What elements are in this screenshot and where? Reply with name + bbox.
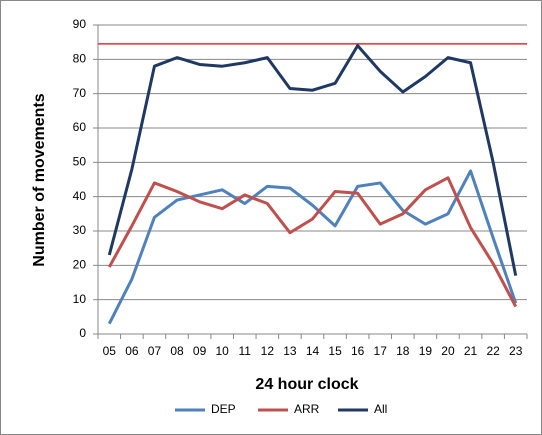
y-tick-label: 60 (73, 120, 87, 134)
series-line (107, 44, 518, 276)
x-tick-label: 19 (419, 344, 433, 358)
x-tick-label: 21 (464, 344, 478, 358)
x-tick-label: 13 (283, 344, 297, 358)
x-tick-label: 23 (509, 344, 523, 358)
x-tick-label: 09 (193, 344, 207, 358)
x-tick-label: 07 (148, 344, 162, 358)
x-tick-label: 06 (125, 344, 139, 358)
y-tick-label: 90 (73, 17, 87, 31)
x-tick-label: 11 (239, 344, 252, 358)
x-tick-label: 14 (306, 344, 320, 358)
y-tick-label: 20 (73, 258, 87, 272)
x-axis-title: 24 hour clock (255, 376, 358, 393)
legend-label: All (374, 402, 387, 416)
x-tick-label: 15 (328, 344, 342, 358)
y-axis-title: Number of movements (31, 93, 48, 266)
legend-label: ARR (294, 402, 320, 416)
x-tick-label: 12 (261, 344, 275, 358)
x-tick-label: 16 (351, 344, 365, 358)
y-tick-label: 30 (73, 223, 87, 237)
y-tick-label: 70 (73, 86, 87, 100)
legend-label: DEP (211, 402, 236, 416)
x-tick-label: 10 (216, 344, 230, 358)
x-tick-label: 08 (170, 344, 184, 358)
y-tick-label: 10 (73, 292, 87, 306)
x-tick-label: 20 (441, 344, 455, 358)
x-tick-label: 22 (486, 344, 500, 358)
x-tick-label: 17 (374, 344, 388, 358)
series-line (107, 169, 518, 325)
x-tick-label: 05 (103, 344, 117, 358)
y-tick-label: 40 (73, 189, 87, 203)
series-line (107, 176, 518, 308)
y-tick-label: 0 (79, 326, 86, 340)
y-tick-label: 50 (73, 155, 87, 169)
x-tick-label: 18 (396, 344, 410, 358)
y-tick-label: 80 (73, 52, 87, 66)
